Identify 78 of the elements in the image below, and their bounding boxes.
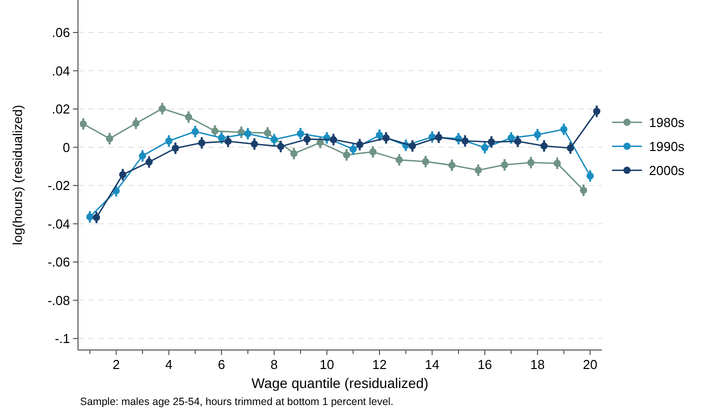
- y-tick-label: 0: [62, 140, 70, 155]
- point: [500, 161, 508, 168]
- point: [356, 140, 364, 148]
- x-tick-label: 14: [424, 357, 440, 372]
- x-tick-label: 8: [270, 357, 278, 372]
- point: [211, 127, 219, 135]
- point: [593, 108, 600, 115]
- point: [508, 134, 515, 142]
- point: [165, 137, 172, 145]
- point: [534, 131, 542, 138]
- point: [580, 186, 588, 194]
- point: [198, 139, 206, 146]
- x-tick-label: 20: [582, 357, 598, 372]
- point: [350, 146, 357, 153]
- point: [244, 130, 252, 138]
- point: [540, 142, 548, 150]
- point: [448, 162, 456, 169]
- y-axis-title: log(hours) (residualized): [10, 104, 25, 246]
- point: [92, 214, 100, 222]
- x-tick-label: 4: [165, 357, 172, 372]
- point: [303, 136, 311, 143]
- point: [342, 151, 350, 159]
- point: [145, 158, 153, 166]
- point: [566, 144, 574, 152]
- point: [184, 113, 192, 121]
- text: Sample: males age 25-54, hours trimmed at bottom 1 percent level.: [80, 396, 394, 408]
- point: [396, 156, 403, 164]
- point: [376, 132, 384, 139]
- point: [119, 171, 126, 178]
- point: [224, 138, 232, 145]
- point: [264, 129, 272, 137]
- point: [250, 140, 258, 148]
- y-tick-label: .04: [52, 63, 70, 78]
- point: [158, 105, 166, 112]
- x-tick-label: 16: [478, 357, 492, 372]
- y-tick-label: -.08: [48, 292, 70, 308]
- legend-label: 1990s: [649, 138, 685, 154]
- y-tick-label: -.1: [54, 331, 70, 346]
- point: [554, 160, 561, 167]
- y-tick-label: .02: [52, 102, 70, 117]
- point: [106, 135, 114, 142]
- point: [408, 142, 416, 150]
- legend-label: 1980s: [649, 114, 685, 130]
- point: [290, 150, 298, 158]
- x-tick-label: 10: [320, 357, 334, 372]
- point: [382, 134, 390, 142]
- y-tick-label: -.06: [48, 254, 70, 270]
- point: [277, 142, 284, 150]
- x-tick-label: 18: [530, 357, 545, 372]
- point: [86, 213, 94, 220]
- point: [435, 134, 442, 141]
- x-tick-label: 6: [218, 357, 226, 372]
- point: [330, 136, 338, 144]
- point: [218, 134, 226, 142]
- point: [461, 137, 469, 145]
- point: [369, 148, 377, 156]
- y-tick-label: -.02: [48, 178, 70, 194]
- x-axis-title: Wage quantile (residualized): [252, 375, 428, 391]
- point: [481, 144, 488, 152]
- y-tick-label: .06: [52, 25, 70, 40]
- point: [270, 136, 278, 144]
- point: [132, 120, 140, 127]
- point: [527, 158, 535, 166]
- x-tick-label: 12: [372, 357, 387, 372]
- point: [474, 166, 482, 174]
- point: [586, 172, 594, 180]
- point: [80, 120, 87, 128]
- point: [514, 138, 522, 145]
- point: [138, 152, 146, 160]
- x-tick-label: 2: [112, 357, 120, 372]
- point: [560, 126, 568, 133]
- point: [172, 144, 180, 152]
- y-tick-label: -.04: [48, 216, 70, 232]
- point: [192, 128, 199, 136]
- point: [488, 138, 496, 146]
- point: [296, 130, 304, 138]
- legend-label: 2000s: [649, 162, 685, 178]
- point: [422, 158, 430, 166]
